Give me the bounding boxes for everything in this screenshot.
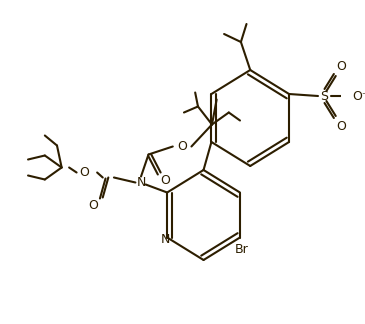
Text: O: O xyxy=(160,174,170,187)
Text: S: S xyxy=(320,89,329,102)
Text: O⁻: O⁻ xyxy=(352,89,365,102)
Text: O: O xyxy=(79,166,89,179)
Text: O: O xyxy=(337,120,346,133)
Text: O: O xyxy=(88,199,98,212)
Text: O: O xyxy=(177,140,187,153)
Text: N: N xyxy=(137,176,146,189)
Text: Br: Br xyxy=(235,243,249,256)
Text: O: O xyxy=(337,60,346,73)
Text: N: N xyxy=(161,233,170,246)
